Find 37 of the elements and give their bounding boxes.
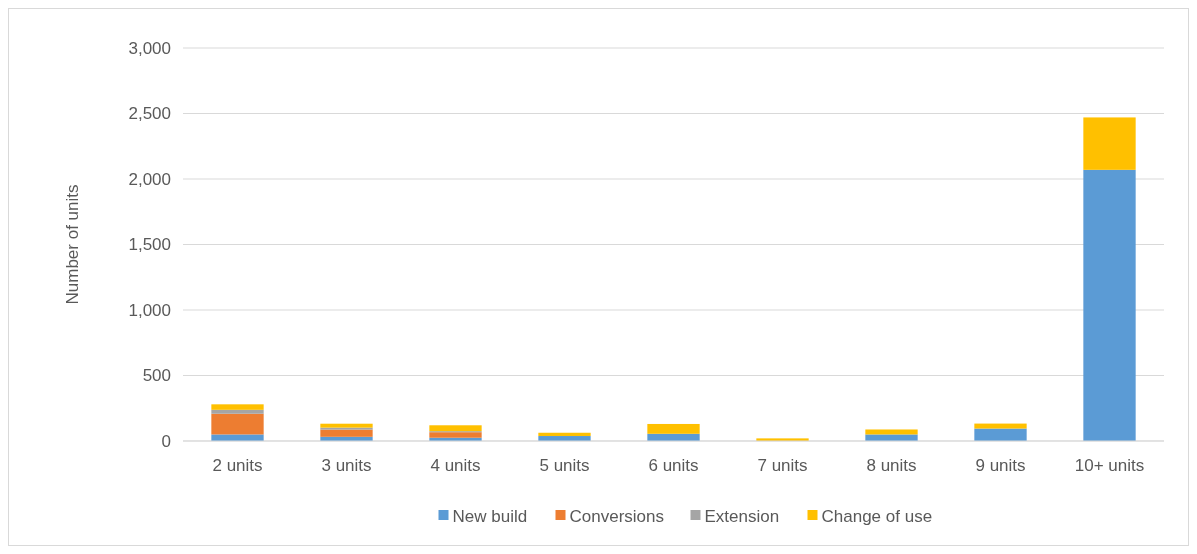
x-tick-label: 3 units <box>321 456 372 475</box>
y-tick-label: 500 <box>142 366 171 386</box>
bar <box>538 432 591 437</box>
legend-label: Change of use <box>821 506 933 526</box>
bar <box>974 423 1027 429</box>
y-axis-title: Number of units <box>63 184 82 305</box>
x-tick-label: 6 units <box>648 456 699 475</box>
bar <box>211 434 264 441</box>
y-tick-label: 1,500 <box>128 235 171 255</box>
y-tick-label: 0 <box>161 431 171 451</box>
x-tick-label: 10+ units <box>1074 456 1145 475</box>
bar <box>429 425 482 432</box>
bar <box>1083 169 1136 441</box>
legend-label: New build <box>452 506 528 526</box>
bar <box>211 409 264 414</box>
bar <box>865 434 918 441</box>
y-tick-label: 1,000 <box>128 300 171 320</box>
x-tick-label: 5 units <box>539 456 590 475</box>
x-tick-label: 2 units <box>212 456 263 475</box>
x-tick-label: 4 units <box>430 456 481 475</box>
y-tick-label: 2,000 <box>128 169 171 189</box>
bar <box>211 413 264 435</box>
bar <box>865 429 918 435</box>
bar <box>211 404 264 410</box>
bar <box>647 423 700 434</box>
x-tick-label: 8 units <box>866 456 917 475</box>
x-tick-label: 9 units <box>975 456 1026 475</box>
y-tick-label: 2,500 <box>128 104 171 124</box>
bar <box>320 423 373 428</box>
bar <box>974 428 1027 441</box>
y-tick-label: 3,000 <box>128 38 171 58</box>
bar <box>429 432 482 438</box>
bar <box>1083 117 1136 170</box>
legend-label: Extension <box>704 506 780 526</box>
bar <box>320 429 373 437</box>
legend-label: Conversions <box>569 506 664 526</box>
x-tick-label: 7 units <box>757 456 808 475</box>
